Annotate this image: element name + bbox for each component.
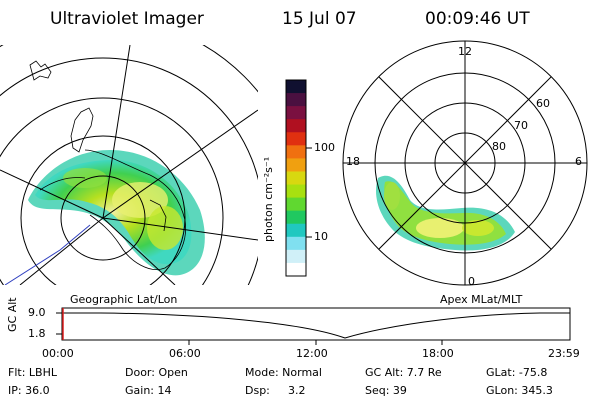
timeline-ytick-low: 1.8 — [28, 327, 46, 340]
dsp-label: Dsp: — [245, 384, 270, 397]
timeline-xtick-1: 06:00 — [169, 347, 201, 360]
dsp-value: 3.2 — [288, 384, 306, 397]
gc-alt-info: GC Alt: 7.7 Re — [365, 366, 442, 379]
mlt-label-6: 6 — [575, 155, 582, 168]
colorbar-label-100: 100 — [314, 141, 335, 154]
mode-info: Mode: Normal — [245, 366, 322, 379]
coastline — [4, 60, 187, 285]
colorbar-segment — [286, 197, 306, 212]
colorbar-segment — [286, 262, 306, 277]
glat-info: GLat: -75.8 — [486, 366, 548, 379]
mlt-label-18: 18 — [346, 155, 360, 168]
timeline-ylabel: GC Alt — [6, 297, 19, 332]
colorbar-segment — [286, 93, 306, 107]
colorbar-segment — [286, 249, 306, 264]
colorbar-segment — [286, 171, 306, 186]
apex-caption: Apex MLat/MLT — [440, 293, 523, 306]
colorbar — [286, 80, 306, 277]
timeline-xtick-2: 12:00 — [296, 347, 328, 360]
altitude-timeline — [56, 307, 571, 345]
mlt-label-0: 0 — [468, 275, 475, 288]
colorbar-segment — [286, 119, 306, 133]
seq-info: Seq: 39 — [365, 384, 407, 397]
colorbar-segment — [286, 145, 306, 159]
mlat-label-60: 60 — [536, 97, 550, 110]
mlt-label-12: 12 — [458, 45, 472, 58]
gain-info: Gain: 14 — [125, 384, 172, 397]
colorbar-segment — [286, 184, 306, 199]
mlat-label-70: 70 — [514, 119, 528, 132]
colorbar-segment — [286, 132, 306, 146]
aurora-emission-right — [375, 175, 515, 251]
time-label: 00:09:46 UT — [425, 9, 530, 29]
geographic-map — [0, 45, 258, 285]
date-label: 15 Jul 07 — [282, 9, 357, 29]
mlat-label-80: 80 — [492, 140, 506, 153]
flight-info: Flt: LBHL — [8, 366, 57, 379]
polar-map — [342, 40, 588, 286]
colorbar-segment — [286, 210, 306, 225]
door-info: Door: Open — [125, 366, 188, 379]
ip-info: IP: 36.0 — [8, 384, 50, 397]
timeline-ytick-high: 9.0 — [28, 306, 46, 319]
colorbar-segment — [286, 158, 306, 172]
glon-info: GLon: 345.3 — [486, 384, 553, 397]
geographic-caption: Geographic Lat/Lon — [70, 293, 178, 306]
colorbar-segment — [286, 106, 306, 120]
timeline-xtick-4: 23:59 — [548, 347, 580, 360]
colorbar-segment — [286, 223, 306, 238]
colorbar-unit-label: photon cm⁻²s⁻¹ — [262, 156, 275, 242]
timeline-xtick-0: 00:00 — [42, 347, 74, 360]
colorbar-label-10: 10 — [314, 230, 328, 243]
timeline-xtick-3: 18:00 — [422, 347, 454, 360]
colorbar-frame — [285, 79, 307, 277]
geo-grid — [0, 45, 258, 285]
colorbar-segment — [286, 236, 306, 251]
app-title: Ultraviolet Imager — [50, 9, 204, 29]
colorbar-segment — [286, 80, 306, 94]
altitude-curve — [62, 312, 570, 339]
